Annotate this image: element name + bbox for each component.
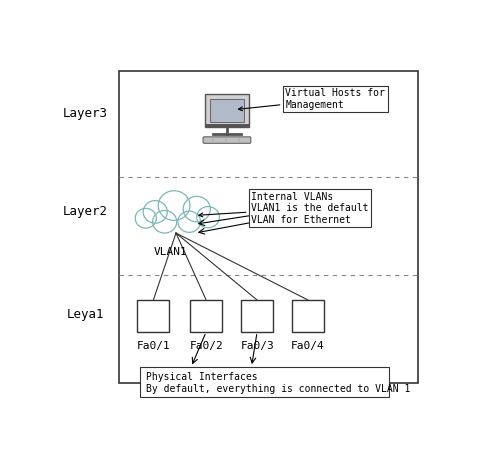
Text: VLAN1: VLAN1 [153,247,187,257]
Circle shape [135,208,156,228]
Circle shape [143,201,168,223]
Text: Fa0/1: Fa0/1 [136,341,170,351]
Text: Layer2: Layer2 [63,205,108,218]
Bar [205,124,249,127]
Bar [292,300,324,332]
Text: Physical Interfaces
By default, everything is connected to VLAN 1: Physical Interfaces By default, everythi… [146,372,410,394]
Text: Internal VLANs
VLAN1 is the default
VLAN for Ethernet: Internal VLANs VLAN1 is the default VLAN… [199,192,369,225]
Bar [119,71,417,383]
Bar [241,300,273,332]
Text: Leya1: Leya1 [67,308,104,321]
Circle shape [178,211,201,232]
Bar [137,300,169,332]
FancyBboxPatch shape [203,137,251,143]
Bar [210,98,244,122]
Bar [140,367,389,397]
Circle shape [183,196,210,222]
Bar [190,300,222,332]
Circle shape [197,207,220,228]
Text: Fa0/2: Fa0/2 [189,341,223,351]
Text: Virtual Hosts for
Management: Virtual Hosts for Management [239,88,385,111]
Circle shape [152,211,177,233]
Text: Fa0/4: Fa0/4 [291,341,325,351]
Text: Fa0/3: Fa0/3 [240,341,274,351]
Text: Layer3: Layer3 [63,107,108,120]
Circle shape [158,191,190,220]
Bar [205,94,249,127]
